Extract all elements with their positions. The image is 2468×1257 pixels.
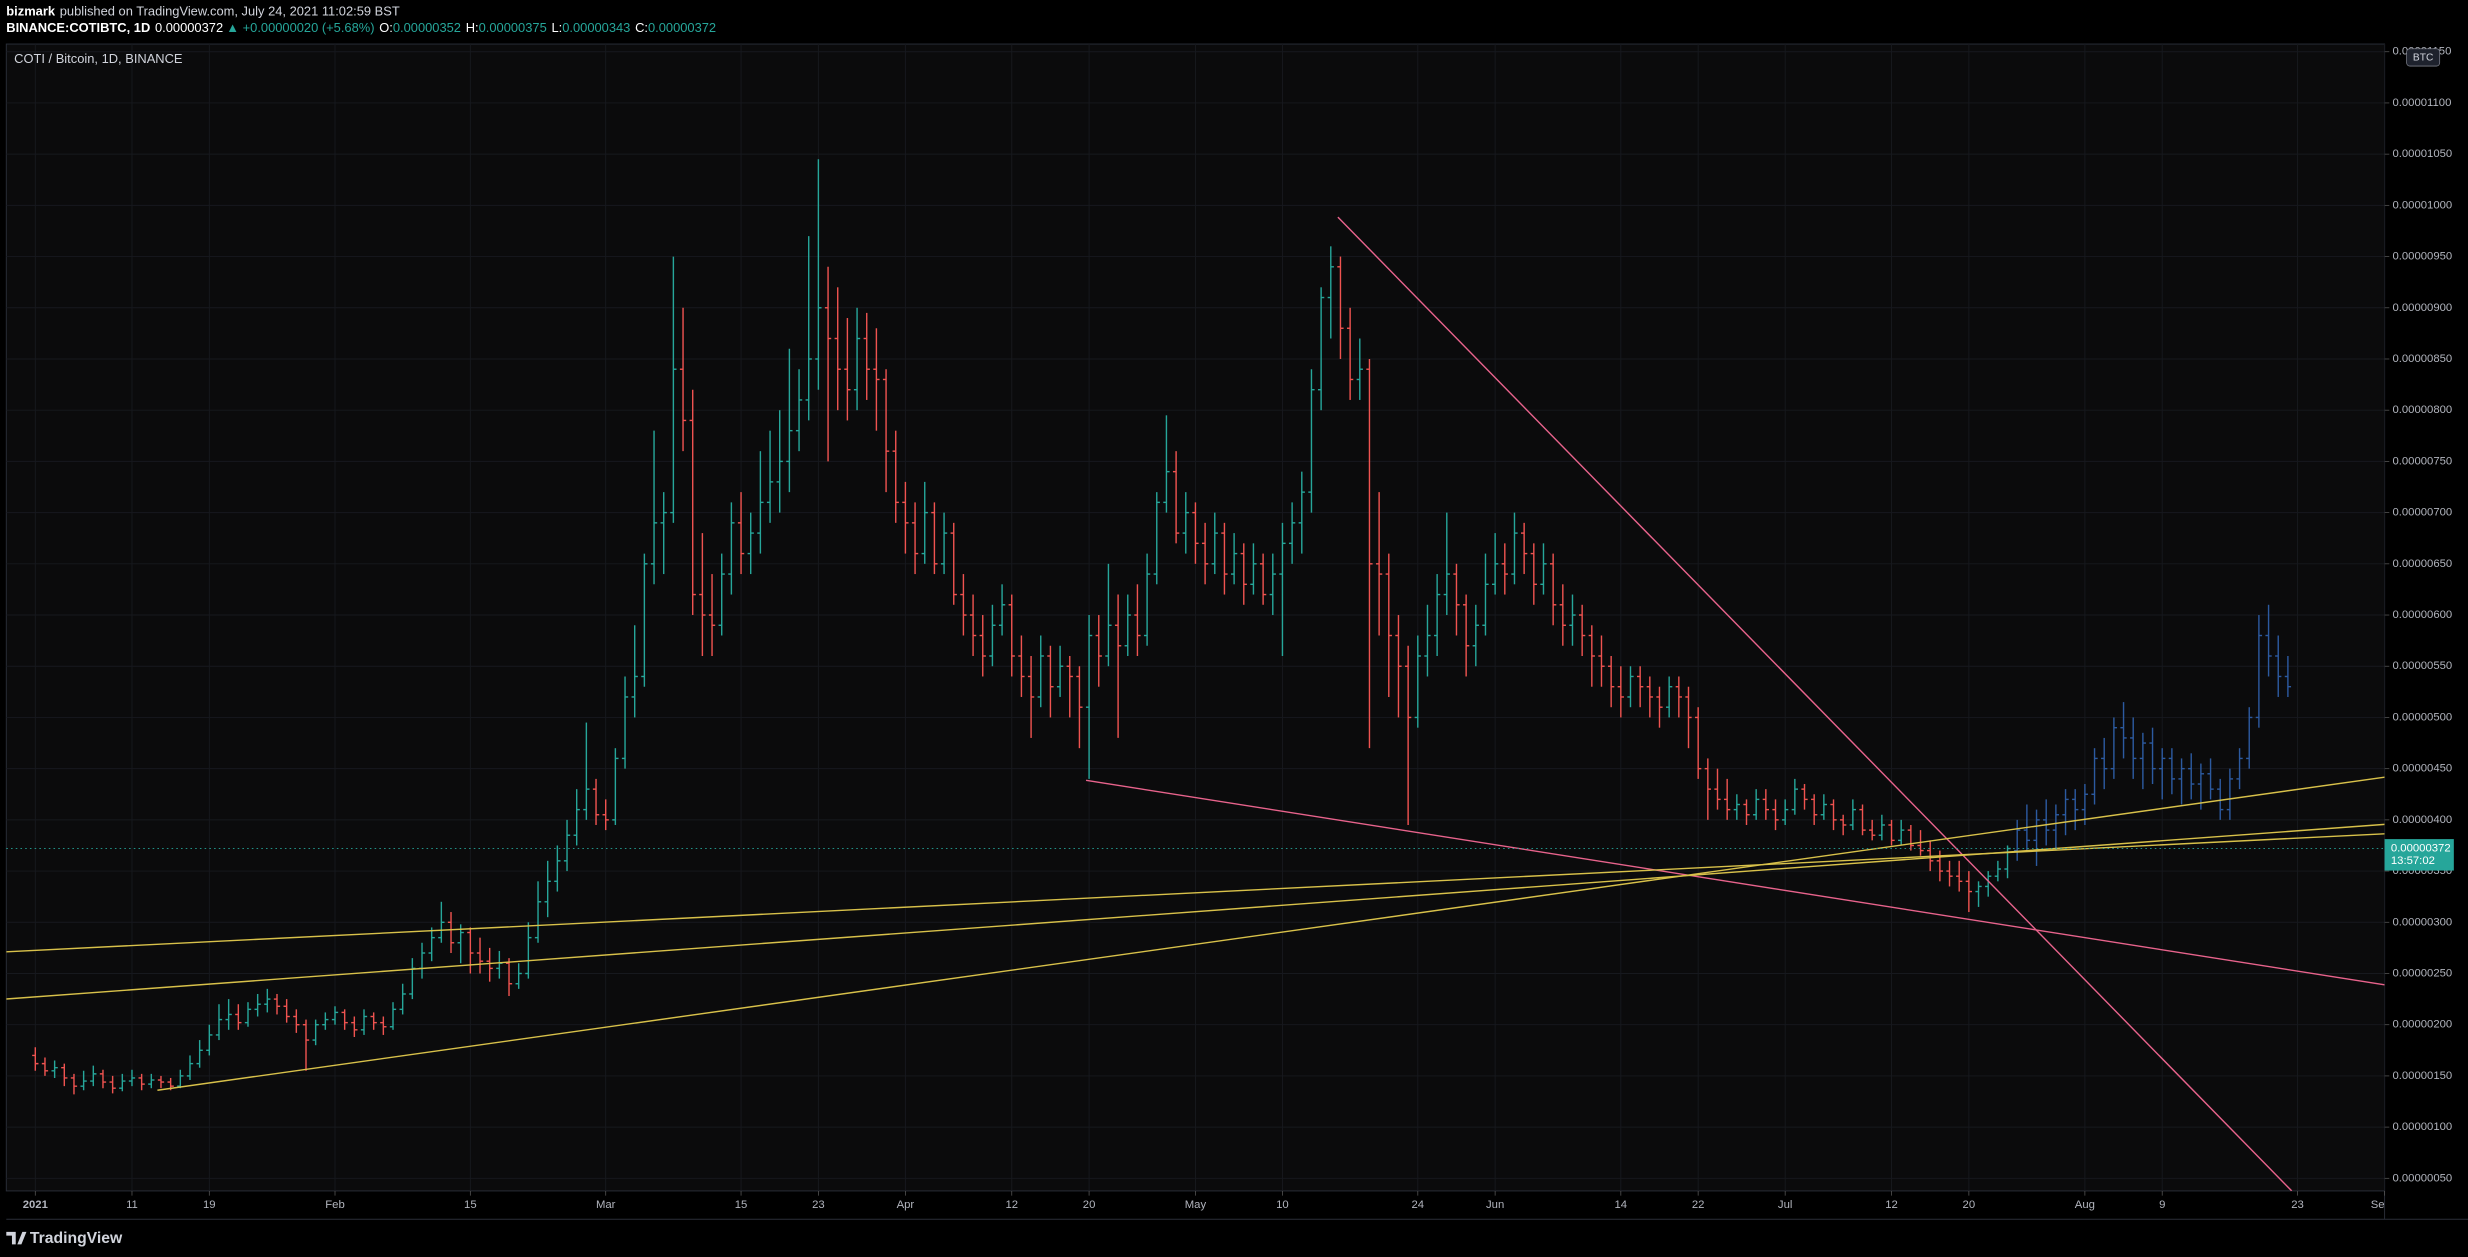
low-label: L: bbox=[551, 21, 562, 36]
trend-line bbox=[157, 776, 2385, 1091]
countdown: 13:57:02 bbox=[2391, 855, 2435, 867]
x-tick-label: Mar bbox=[596, 1199, 616, 1211]
change: ▲ +0.00000020 (+5.68%) bbox=[226, 21, 374, 36]
x-tick-label: 22 bbox=[1692, 1199, 1705, 1211]
current-price-label: 0.00000372 bbox=[2391, 843, 2451, 855]
close-label: C: bbox=[635, 21, 648, 36]
x-tick-label: 2021 bbox=[23, 1199, 48, 1211]
y-tick-label: 0.00000450 bbox=[2392, 763, 2452, 775]
x-tick-label: 12 bbox=[1885, 1199, 1898, 1211]
trend-lines bbox=[6, 216, 2385, 1191]
x-tick-label: 12 bbox=[1005, 1199, 1018, 1211]
logo-icon bbox=[6, 1231, 27, 1245]
y-tick-label: 0.00001100 bbox=[2392, 97, 2451, 109]
x-tick-label: 9 bbox=[2159, 1199, 2165, 1211]
y-tick-label: 0.00000300 bbox=[2392, 916, 2452, 928]
footer-logo: TradingView bbox=[6, 1230, 123, 1247]
open-value: 0.00000352 bbox=[393, 21, 461, 36]
y-tick-label: 0.00000400 bbox=[2392, 814, 2452, 826]
y-tick-label: 0.00000350 bbox=[2392, 865, 2452, 877]
y-tick-label: 0.00000500 bbox=[2392, 711, 2452, 723]
close-value: 0.00000372 bbox=[648, 21, 716, 36]
x-tick-label: 10 bbox=[1276, 1199, 1289, 1211]
author: bizmark bbox=[6, 4, 56, 19]
x-tick-label: 20 bbox=[1963, 1199, 1976, 1211]
y-tick-label: 0.00000750 bbox=[2392, 455, 2452, 467]
y-tick-label: 0.00001000 bbox=[2392, 199, 2452, 211]
chart-title: COTI / Bitcoin, 1D, BINANCE bbox=[14, 51, 183, 66]
x-tick-label: Feb bbox=[325, 1199, 345, 1211]
y-tick-label: 0.00000650 bbox=[2392, 558, 2452, 570]
open-label: O: bbox=[379, 21, 393, 36]
x-tick-label: 15 bbox=[464, 1199, 477, 1211]
symbol: BINANCE:COTIBTC, 1D bbox=[6, 21, 150, 36]
low-value: 0.00000343 bbox=[562, 21, 630, 36]
x-tick-label: Jun bbox=[1486, 1199, 1504, 1211]
x-tick-label: 20 bbox=[1083, 1199, 1096, 1211]
x-tick-label: Aug bbox=[2075, 1199, 2095, 1211]
y-tick-label: 0.00001050 bbox=[2392, 148, 2452, 160]
y-tick-label: 0.00000250 bbox=[2392, 967, 2452, 979]
y-tick-label: 0.00000200 bbox=[2392, 1019, 2452, 1031]
header-line-1: bizmark published on TradingView.com, Jul… bbox=[6, 4, 400, 19]
trend-line bbox=[1337, 216, 2293, 1191]
x-tick-label: 19 bbox=[203, 1199, 216, 1211]
header-line-2: BINANCE:COTIBTC, 1D 0.00000372 ▲ +0.000000… bbox=[6, 21, 716, 36]
logo-text: TradingView bbox=[30, 1230, 123, 1247]
current-price-badge bbox=[2384, 839, 2454, 871]
y-tick-label: 0.00000100 bbox=[2392, 1121, 2452, 1133]
y-tick-label: 0.00000950 bbox=[2392, 251, 2452, 263]
x-tick-label: 15 bbox=[735, 1199, 748, 1211]
x-tick-label: May bbox=[1185, 1199, 1207, 1211]
x-tick-label: 14 bbox=[1615, 1199, 1628, 1211]
y-tick-label: 0.00000900 bbox=[2392, 302, 2452, 314]
y-tick-label: 0.00000550 bbox=[2392, 660, 2452, 672]
y-tick-label: 0.00000150 bbox=[2392, 1070, 2452, 1082]
y-tick-label: 0.00000700 bbox=[2392, 507, 2452, 519]
x-tick-label: 23 bbox=[812, 1199, 825, 1211]
y-tick-label: 0.00000600 bbox=[2392, 609, 2452, 621]
high-label: H: bbox=[466, 21, 479, 36]
x-tick-label: Apr bbox=[897, 1199, 915, 1211]
currency: BTC bbox=[2413, 53, 2433, 64]
published: published on TradingView.com, July 24, 2… bbox=[60, 4, 400, 19]
x-tick-label: Jul bbox=[1778, 1199, 1792, 1211]
last-price: 0.00000372 bbox=[155, 21, 223, 36]
currency-badge bbox=[2406, 48, 2441, 67]
x-tick-label: Se bbox=[2371, 1199, 2385, 1211]
axes: 0.00000050 0.00000100 0.00000150 0.00000200… bbox=[6, 46, 2454, 1211]
x-tick-label: 24 bbox=[1411, 1199, 1424, 1211]
trend-line bbox=[6, 833, 2385, 953]
x-tick-label: 23 bbox=[2291, 1199, 2304, 1211]
y-tick-label: 0.00000050 bbox=[2392, 1172, 2452, 1184]
y-tick-label: 0.00000850 bbox=[2392, 353, 2452, 365]
high-value: 0.00000375 bbox=[479, 21, 547, 36]
x-tick-label: 11 bbox=[126, 1199, 138, 1211]
trend-line bbox=[1085, 779, 2385, 986]
y-tick-label: 0.00000800 bbox=[2392, 404, 2452, 416]
